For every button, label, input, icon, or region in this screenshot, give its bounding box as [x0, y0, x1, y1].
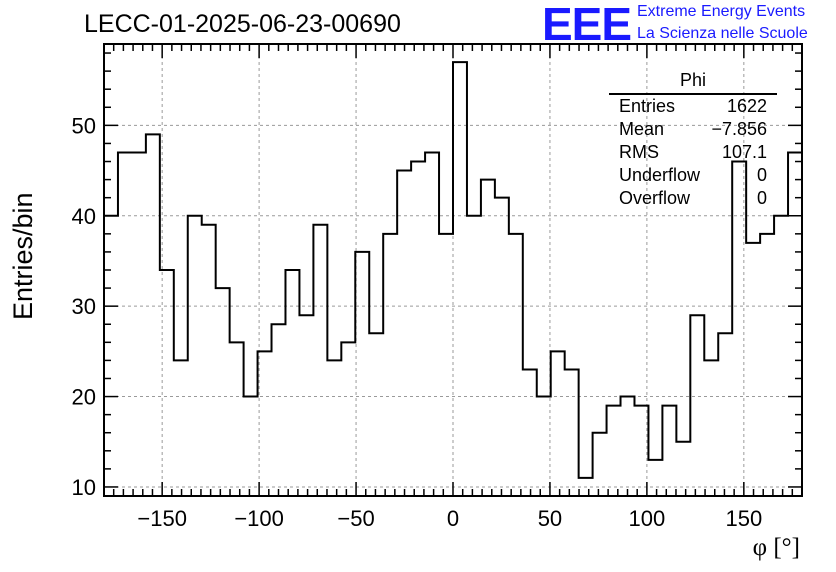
stats-box: Phi Entries 1622 Mean −7.856 RMS 107.1 U…	[609, 70, 777, 210]
stats-label: Overflow	[619, 188, 691, 208]
stats-value: −7.856	[711, 119, 767, 139]
y-tick-label: 40	[72, 204, 96, 229]
x-tick-label: 50	[538, 506, 562, 531]
y-axis-label: Entries/bin	[8, 192, 38, 320]
x-tick-label: 0	[447, 506, 459, 531]
stats-title: Phi	[609, 70, 777, 95]
logo-line-1: Extreme Energy Events	[637, 3, 806, 20]
histogram-line	[104, 61, 802, 479]
stats-label: Mean	[619, 119, 665, 139]
x-axis-label: φ [°]	[752, 534, 800, 561]
stats-row-overflow: Overflow 0	[609, 187, 777, 210]
stats-row-rms: RMS 107.1	[609, 141, 777, 164]
x-tick-label: −50	[337, 506, 374, 531]
stats-row-entries: Entries 1622	[609, 95, 777, 118]
stats-label: RMS	[619, 142, 659, 162]
stats-row-underflow: Underflow 0	[609, 164, 777, 187]
stats-value: 107.1	[721, 142, 767, 162]
stats-label: Underflow	[619, 165, 701, 185]
x-tick-label: −150	[137, 506, 187, 531]
stats-value: 1622	[726, 96, 767, 116]
x-tick-label: 150	[725, 506, 762, 531]
stats-label: Entries	[619, 96, 676, 116]
y-tick-label: 10	[72, 475, 96, 500]
run-title: LECC-01-2025-06-23-00690	[84, 10, 401, 38]
y-tick-label: 50	[72, 113, 96, 138]
logo-line-2: La Scienza nelle Scuole	[637, 25, 808, 42]
x-tick-label: 100	[629, 506, 666, 531]
stats-row-mean: Mean −7.856	[609, 118, 777, 141]
stats-value: 0	[756, 165, 767, 185]
eee-logo: EEE	[542, 0, 632, 50]
x-tick-label: −100	[234, 506, 284, 531]
stats-value: 0	[756, 188, 767, 208]
y-tick-label: 20	[72, 385, 96, 410]
y-tick-label: 30	[72, 294, 96, 319]
